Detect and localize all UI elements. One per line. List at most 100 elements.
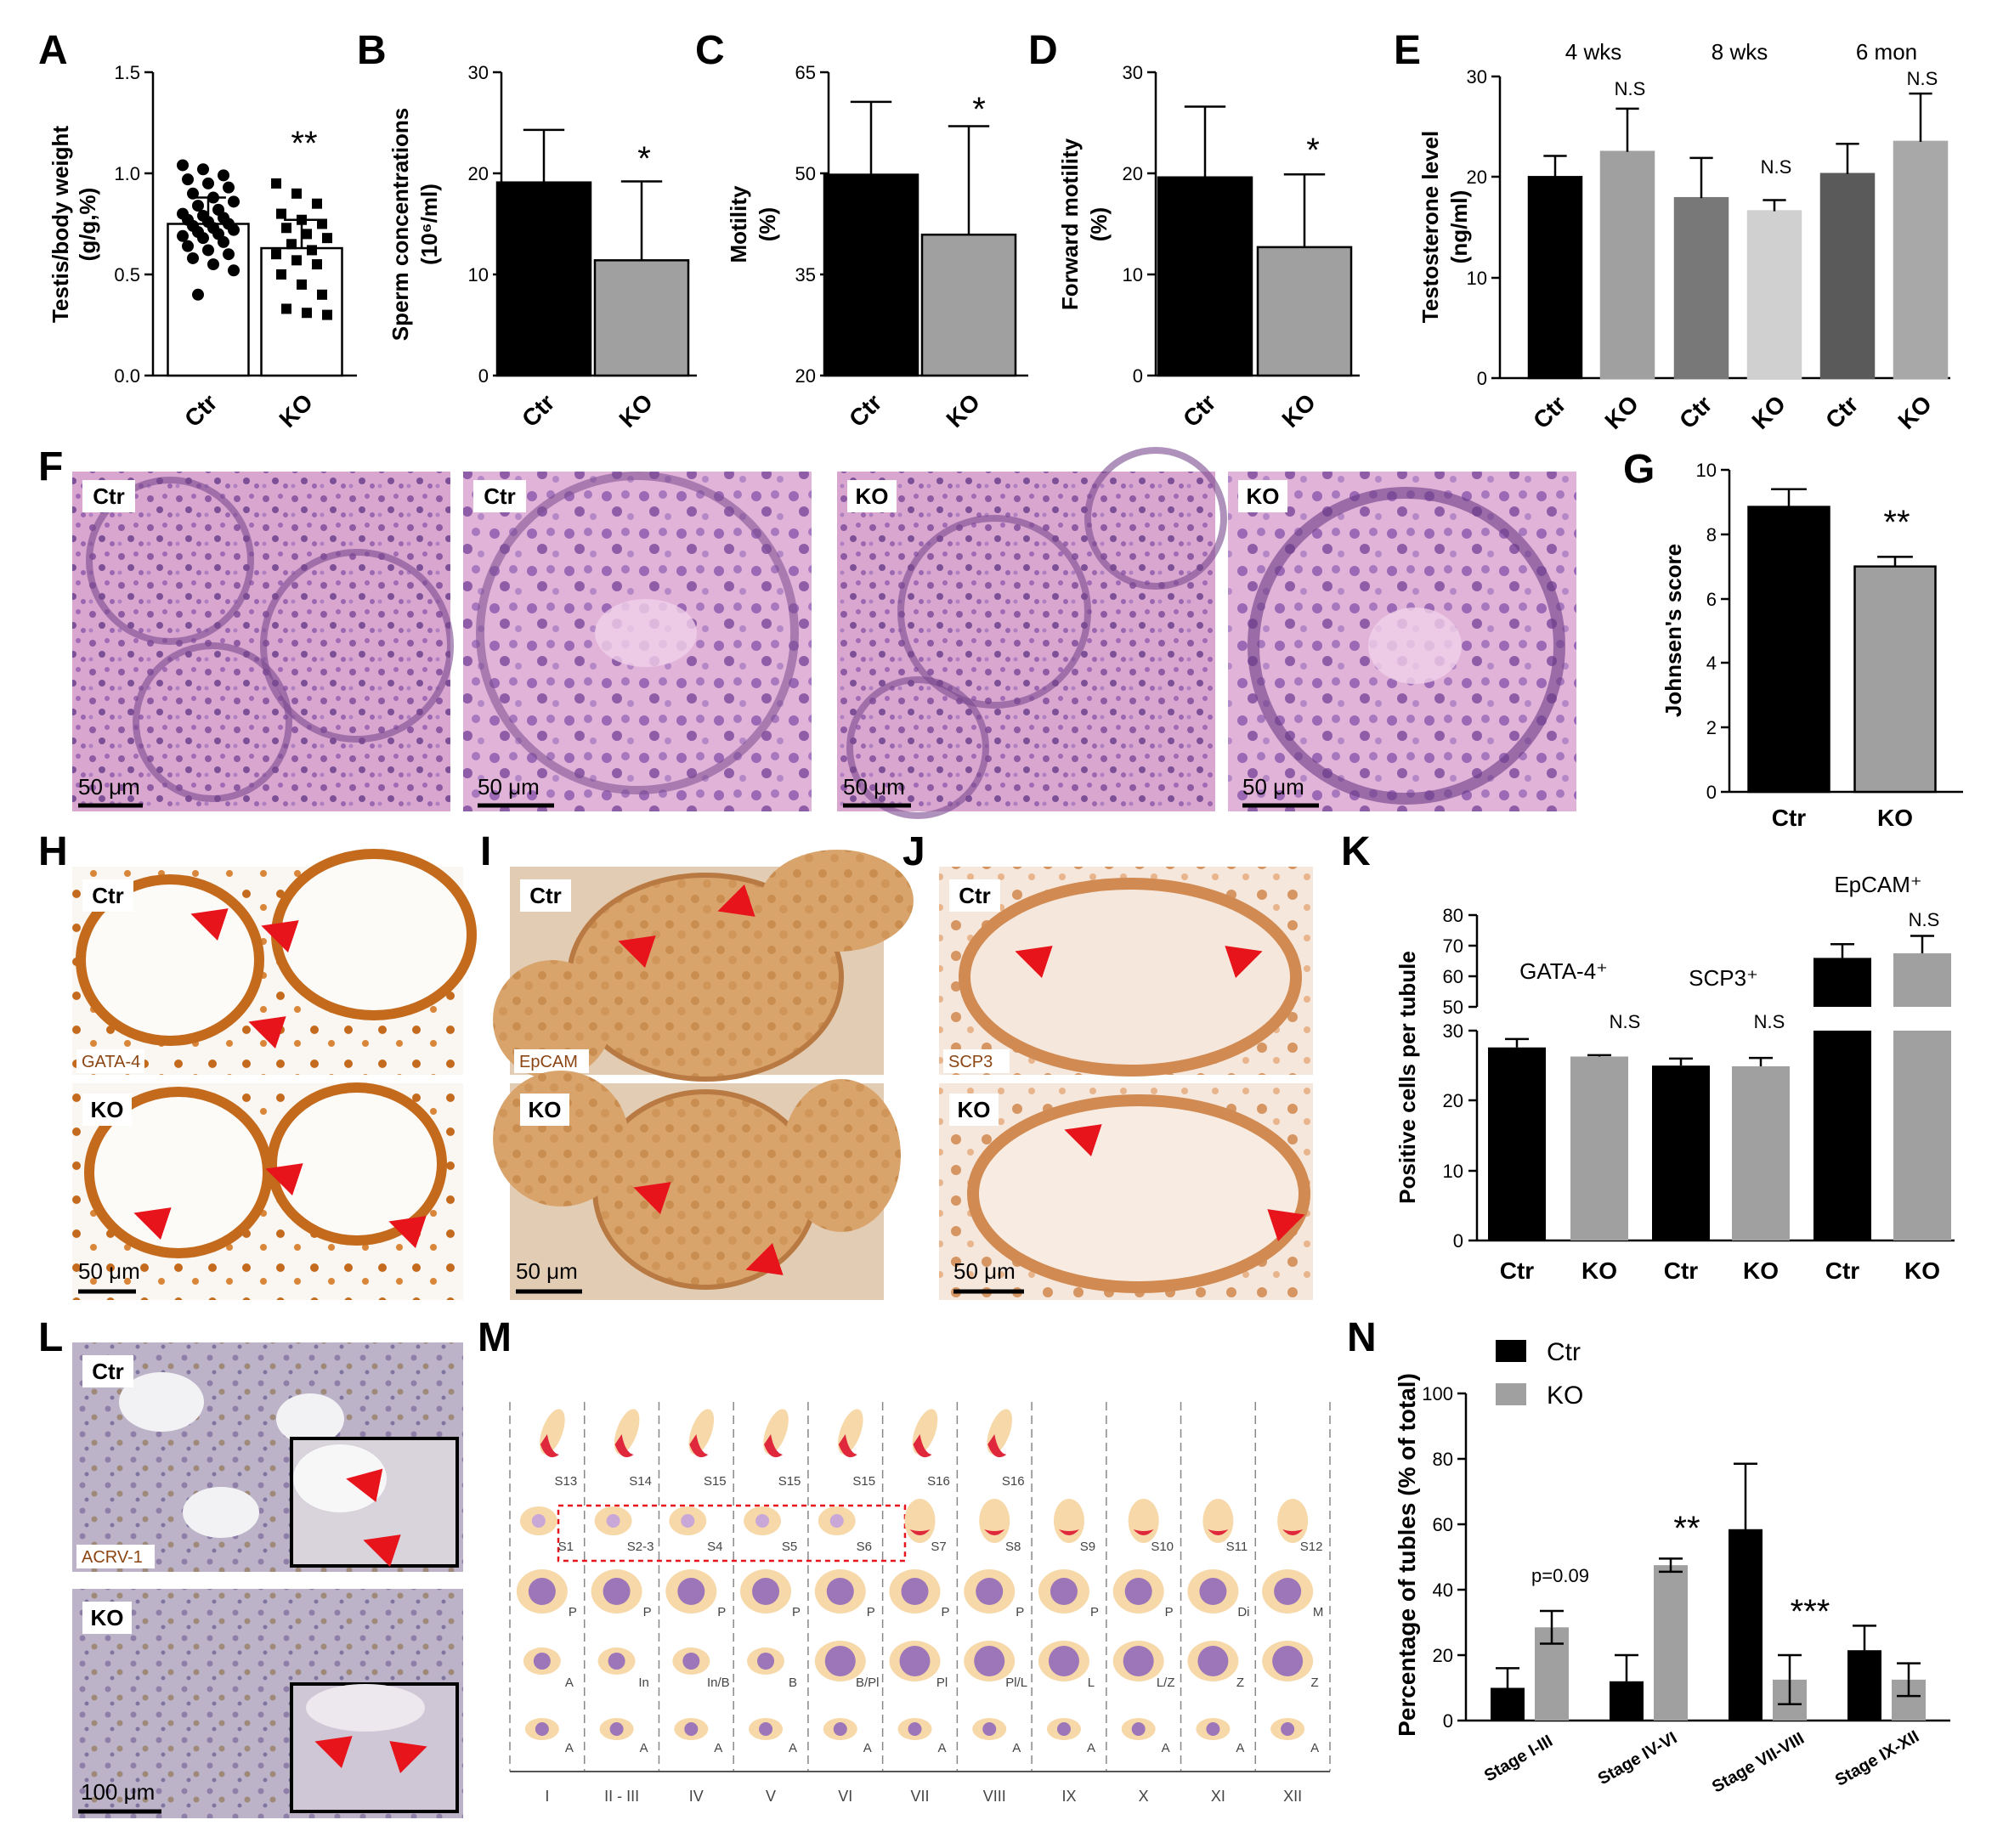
image-label: Ctr xyxy=(484,483,516,509)
y-axis-title: Testis/body weight xyxy=(48,126,73,323)
bar xyxy=(1813,1031,1871,1240)
significance-mark: * xyxy=(1306,132,1320,169)
x-tick-label-ko: KO xyxy=(614,388,658,432)
y-tick-label: 0 xyxy=(478,365,489,387)
elongating-spermatid xyxy=(1053,1499,1084,1543)
stage-label: X xyxy=(1139,1788,1149,1805)
cell-label: A xyxy=(1236,1741,1244,1755)
data-point xyxy=(182,240,194,252)
arrow-icon xyxy=(248,1016,286,1049)
cell-label: S12 xyxy=(1300,1540,1323,1554)
panel-f: F Ctr 50 μm Ctr 50 μm KO 50 xyxy=(38,444,1576,819)
bar xyxy=(1527,176,1583,380)
scale-bar-label: 100 μm xyxy=(81,1779,155,1805)
panel-label-k: K xyxy=(1341,829,1371,874)
panel-label-n: N xyxy=(1347,1315,1377,1360)
ns-label: N.S xyxy=(1761,156,1792,178)
cell-label: A xyxy=(789,1741,797,1755)
spermatocyte-nucleus xyxy=(1274,1578,1302,1605)
y-tick-label: 0 xyxy=(1133,365,1143,387)
spermatid-head xyxy=(838,1434,857,1458)
arrow-icon xyxy=(190,908,229,941)
panel-g: G 0 2 4 6 8 10 Johnsen's score Ctr KO ** xyxy=(1623,447,1963,831)
arrow-icon xyxy=(717,884,755,917)
ns-label: N.S xyxy=(1907,68,1938,89)
significance-mark: * xyxy=(972,91,986,128)
data-point xyxy=(307,245,317,256)
bars-k xyxy=(1488,935,1951,1240)
micrograph-acrv1-ctr: Ctr ACRV-1 xyxy=(72,1342,463,1572)
germ-cell-nucleus xyxy=(1272,1646,1304,1676)
bars-c xyxy=(823,100,1017,377)
micrograph-acrv1-ko: KO 100 μm xyxy=(72,1589,463,1818)
cell-label: S16 xyxy=(1002,1474,1025,1489)
data-point xyxy=(223,181,235,194)
data-point xyxy=(317,218,327,229)
cell-label: S10 xyxy=(1151,1540,1174,1554)
legend-label-ko: KO xyxy=(1547,1382,1583,1410)
image-label: Ctr xyxy=(93,483,125,509)
cell-label: P xyxy=(867,1605,875,1619)
spermatocyte-nucleus xyxy=(603,1578,631,1605)
x-tick-label: KO xyxy=(1599,390,1644,434)
bar xyxy=(823,173,919,377)
spermatogonium-nucleus xyxy=(1131,1722,1146,1736)
panel-label-l: L xyxy=(38,1315,63,1360)
cell-label: S11 xyxy=(1226,1540,1248,1554)
x-tick-label-ctr: Ctr xyxy=(517,389,560,432)
bar xyxy=(1819,172,1876,380)
panel-h: H Ctr GATA-4 KO 50 μm xyxy=(38,829,477,1300)
significance-mark: ** xyxy=(291,125,317,162)
y-tick-label: 80 xyxy=(1433,1449,1453,1470)
x-tick-label-ctr: Ctr xyxy=(179,389,223,432)
cell-label: In xyxy=(638,1676,649,1690)
cell-label: S1 xyxy=(558,1540,574,1554)
stage-label: VI xyxy=(838,1788,852,1805)
data-point xyxy=(297,279,307,290)
panel-d: D 0 10 20 30 Forward motility (%) Ctr KO… xyxy=(1028,28,1360,432)
spermatocyte-nucleus xyxy=(1199,1578,1227,1605)
cell-label: A xyxy=(640,1741,648,1755)
p-value-annotation: p=0.09 xyxy=(1531,1565,1589,1586)
micrograph-ko-low: KO 50 μm xyxy=(837,447,1227,819)
x-tick-label: Stage I-III xyxy=(1481,1732,1556,1786)
spermatogonium-nucleus xyxy=(1056,1722,1071,1736)
cell-label: S9 xyxy=(1080,1540,1095,1554)
y-tick-label: 20 xyxy=(1433,1645,1453,1666)
significance-mark: ** xyxy=(1673,1510,1700,1547)
y-tick-label: 30 xyxy=(468,62,489,83)
bar xyxy=(593,259,690,377)
y-tick-label: 20 xyxy=(468,163,489,184)
stage-label: XII xyxy=(1283,1788,1302,1805)
data-point xyxy=(182,173,194,186)
arrow-icon xyxy=(745,1242,784,1275)
germ-cell-nucleus xyxy=(899,1646,931,1676)
bar xyxy=(1157,176,1253,377)
significance-mark: ** xyxy=(1883,504,1910,541)
stage-label: VII xyxy=(910,1788,929,1805)
x-tick-label: KO xyxy=(1893,390,1937,434)
x-tick-label: Stage VII-VIII xyxy=(1709,1729,1808,1797)
y-tick-label: 20 xyxy=(1443,1090,1463,1111)
panel-label-m: M xyxy=(478,1315,512,1360)
arrow-icon xyxy=(1267,1209,1305,1242)
scale-bar-label: 50 μm xyxy=(78,774,140,800)
y-ticks: 0 10 20 30 50 60 70 80 xyxy=(1443,905,1477,1252)
data-point xyxy=(322,233,332,244)
cell-label: S16 xyxy=(927,1474,950,1489)
data-point xyxy=(286,239,297,250)
cell-label: S2-3 xyxy=(627,1540,654,1554)
data-point xyxy=(197,163,209,176)
significance-mark: * xyxy=(637,140,651,178)
cell-label: S15 xyxy=(778,1474,801,1489)
data-point xyxy=(192,200,204,212)
stain-label: EpCAM xyxy=(519,1053,578,1071)
y-ticks: 0 2 4 6 8 10 xyxy=(1696,460,1729,803)
germ-cell-nucleus xyxy=(824,1646,856,1676)
cell-label: In/B xyxy=(707,1676,730,1690)
spermatogonium-nucleus xyxy=(535,1722,549,1736)
y-tick-label: 0.5 xyxy=(114,264,140,285)
stage-label: V xyxy=(766,1788,776,1805)
y-tick-label: 8 xyxy=(1706,524,1717,545)
y-tick-label: 4 xyxy=(1706,653,1717,674)
